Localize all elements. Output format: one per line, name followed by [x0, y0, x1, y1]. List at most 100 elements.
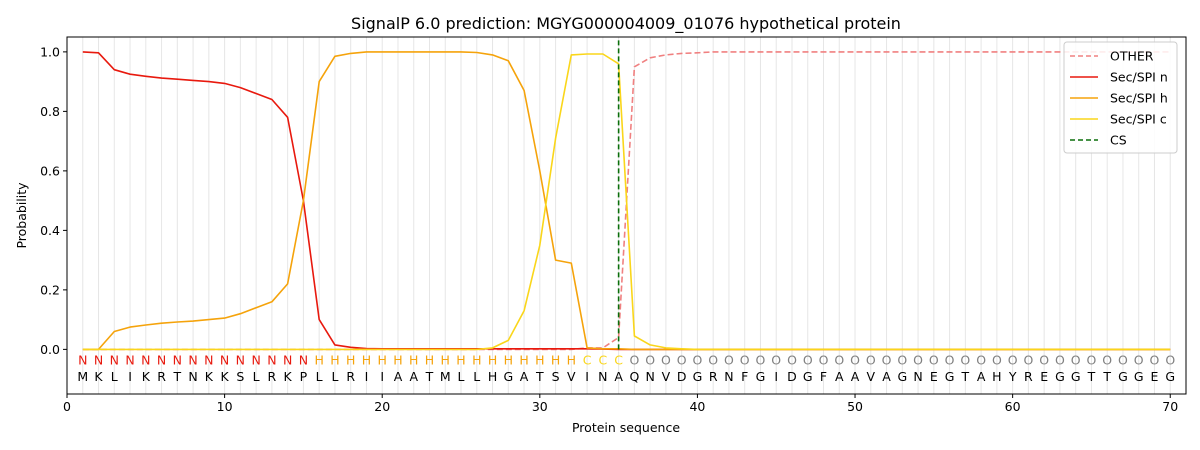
- residue-letter: S: [236, 369, 244, 384]
- region-label: N: [141, 352, 150, 367]
- residue-letter: A: [394, 369, 403, 384]
- region-label: O: [976, 352, 986, 367]
- y-tick-label: 1.0: [40, 44, 60, 59]
- residue-letter: G: [1134, 369, 1144, 384]
- region-label: N: [94, 352, 103, 367]
- region-label: O: [645, 352, 655, 367]
- residue-letter: G: [503, 369, 513, 384]
- residue-letter: A: [520, 369, 529, 384]
- legend-sec-spi-n-label: Sec/SPI n: [1110, 70, 1168, 85]
- residue-letter: G: [756, 369, 766, 384]
- residue-letter: L: [331, 369, 338, 384]
- residue-letter: L: [316, 369, 323, 384]
- region-label: H: [314, 352, 323, 367]
- legend-other-label: OTHER: [1110, 49, 1154, 64]
- x-tick-label: 50: [847, 399, 863, 414]
- plot-frame: [66, 36, 1187, 395]
- residue-letter: K: [94, 369, 103, 384]
- residue-letter: T: [1087, 369, 1096, 384]
- region-label: H: [441, 352, 450, 367]
- series-layer: [82, 37, 1171, 351]
- y-tick-label: 0.8: [40, 104, 60, 119]
- residue-letter: F: [741, 369, 748, 384]
- residue-letter: K: [205, 369, 214, 384]
- residue-letter: H: [992, 369, 1001, 384]
- series-sec-spi-c-line: [82, 53, 1171, 351]
- region-label: C: [598, 352, 607, 367]
- region-label: N: [125, 352, 134, 367]
- region-label: N: [299, 352, 308, 367]
- residue-letter: I: [774, 369, 778, 384]
- x-tick-label: 10: [217, 399, 233, 414]
- residue-letter: T: [1102, 369, 1111, 384]
- region-label: H: [425, 352, 434, 367]
- residue-letter: E: [930, 369, 938, 384]
- region-label: O: [897, 352, 907, 367]
- residue-letter: A: [614, 369, 623, 384]
- region-label: O: [1008, 352, 1018, 367]
- residue-letter: A: [409, 369, 418, 384]
- region-label: O: [724, 352, 734, 367]
- residue-letter: R: [709, 369, 718, 384]
- residue-letter: R: [346, 369, 355, 384]
- grid-layer: [82, 37, 1171, 394]
- legend-sec-spi-c-label: Sec/SPI c: [1110, 112, 1167, 127]
- region-label: O: [740, 352, 750, 367]
- residue-letter: A: [882, 369, 891, 384]
- residue-letter: R: [1024, 369, 1033, 384]
- residue-letter: Q: [629, 369, 639, 384]
- region-label: O: [1150, 352, 1160, 367]
- region-label: H: [362, 352, 371, 367]
- residue-letter: G: [1118, 369, 1128, 384]
- region-label: O: [803, 352, 813, 367]
- region-label: O: [945, 352, 955, 367]
- region-label: O: [992, 352, 1002, 367]
- region-label: O: [708, 352, 718, 367]
- residue-letter: F: [820, 369, 827, 384]
- region-label: O: [960, 352, 970, 367]
- residue-letter: G: [1165, 369, 1175, 384]
- region-label: O: [913, 352, 923, 367]
- x-axis-label: Protein sequence: [572, 420, 680, 435]
- region-label: O: [677, 352, 687, 367]
- residue-letter: A: [977, 369, 986, 384]
- legend-cs-label: CS: [1110, 133, 1127, 148]
- region-label: H: [346, 352, 355, 367]
- residue-letter: H: [488, 369, 497, 384]
- residue-letter: V: [662, 369, 671, 384]
- residue-letter: K: [284, 369, 293, 384]
- region-label: O: [834, 352, 844, 367]
- x-tick-label: 0: [63, 399, 71, 414]
- region-label: O: [661, 352, 671, 367]
- residue-letter: G: [945, 369, 955, 384]
- region-label: C: [583, 352, 592, 367]
- residue-letter: G: [1071, 369, 1081, 384]
- region-label: N: [283, 352, 292, 367]
- region-label: O: [819, 352, 829, 367]
- residue-letter: N: [913, 369, 922, 384]
- residue-letter: G: [693, 369, 703, 384]
- region-label: O: [756, 352, 766, 367]
- region-label: O: [629, 352, 639, 367]
- region-label: O: [693, 352, 703, 367]
- residue-letter: P: [300, 369, 308, 384]
- region-label: H: [472, 352, 481, 367]
- residue-letter: G: [803, 369, 813, 384]
- residue-letter: T: [425, 369, 434, 384]
- legend-sec-spi-h-label: Sec/SPI h: [1110, 91, 1168, 106]
- region-label: H: [567, 352, 576, 367]
- x-tick-label: 20: [374, 399, 390, 414]
- y-tick-label: 0.0: [40, 342, 60, 357]
- region-label: H: [456, 352, 465, 367]
- residue-letter: V: [867, 369, 876, 384]
- region-label: N: [188, 352, 197, 367]
- residue-letter: L: [473, 369, 480, 384]
- residue-letter: M: [77, 369, 88, 384]
- x-tick-label: 60: [1005, 399, 1021, 414]
- region-label: N: [220, 352, 229, 367]
- residue-letter: T: [961, 369, 970, 384]
- residue-letter: T: [535, 369, 544, 384]
- x-tick-label: 40: [689, 399, 705, 414]
- residue-letter: R: [157, 369, 166, 384]
